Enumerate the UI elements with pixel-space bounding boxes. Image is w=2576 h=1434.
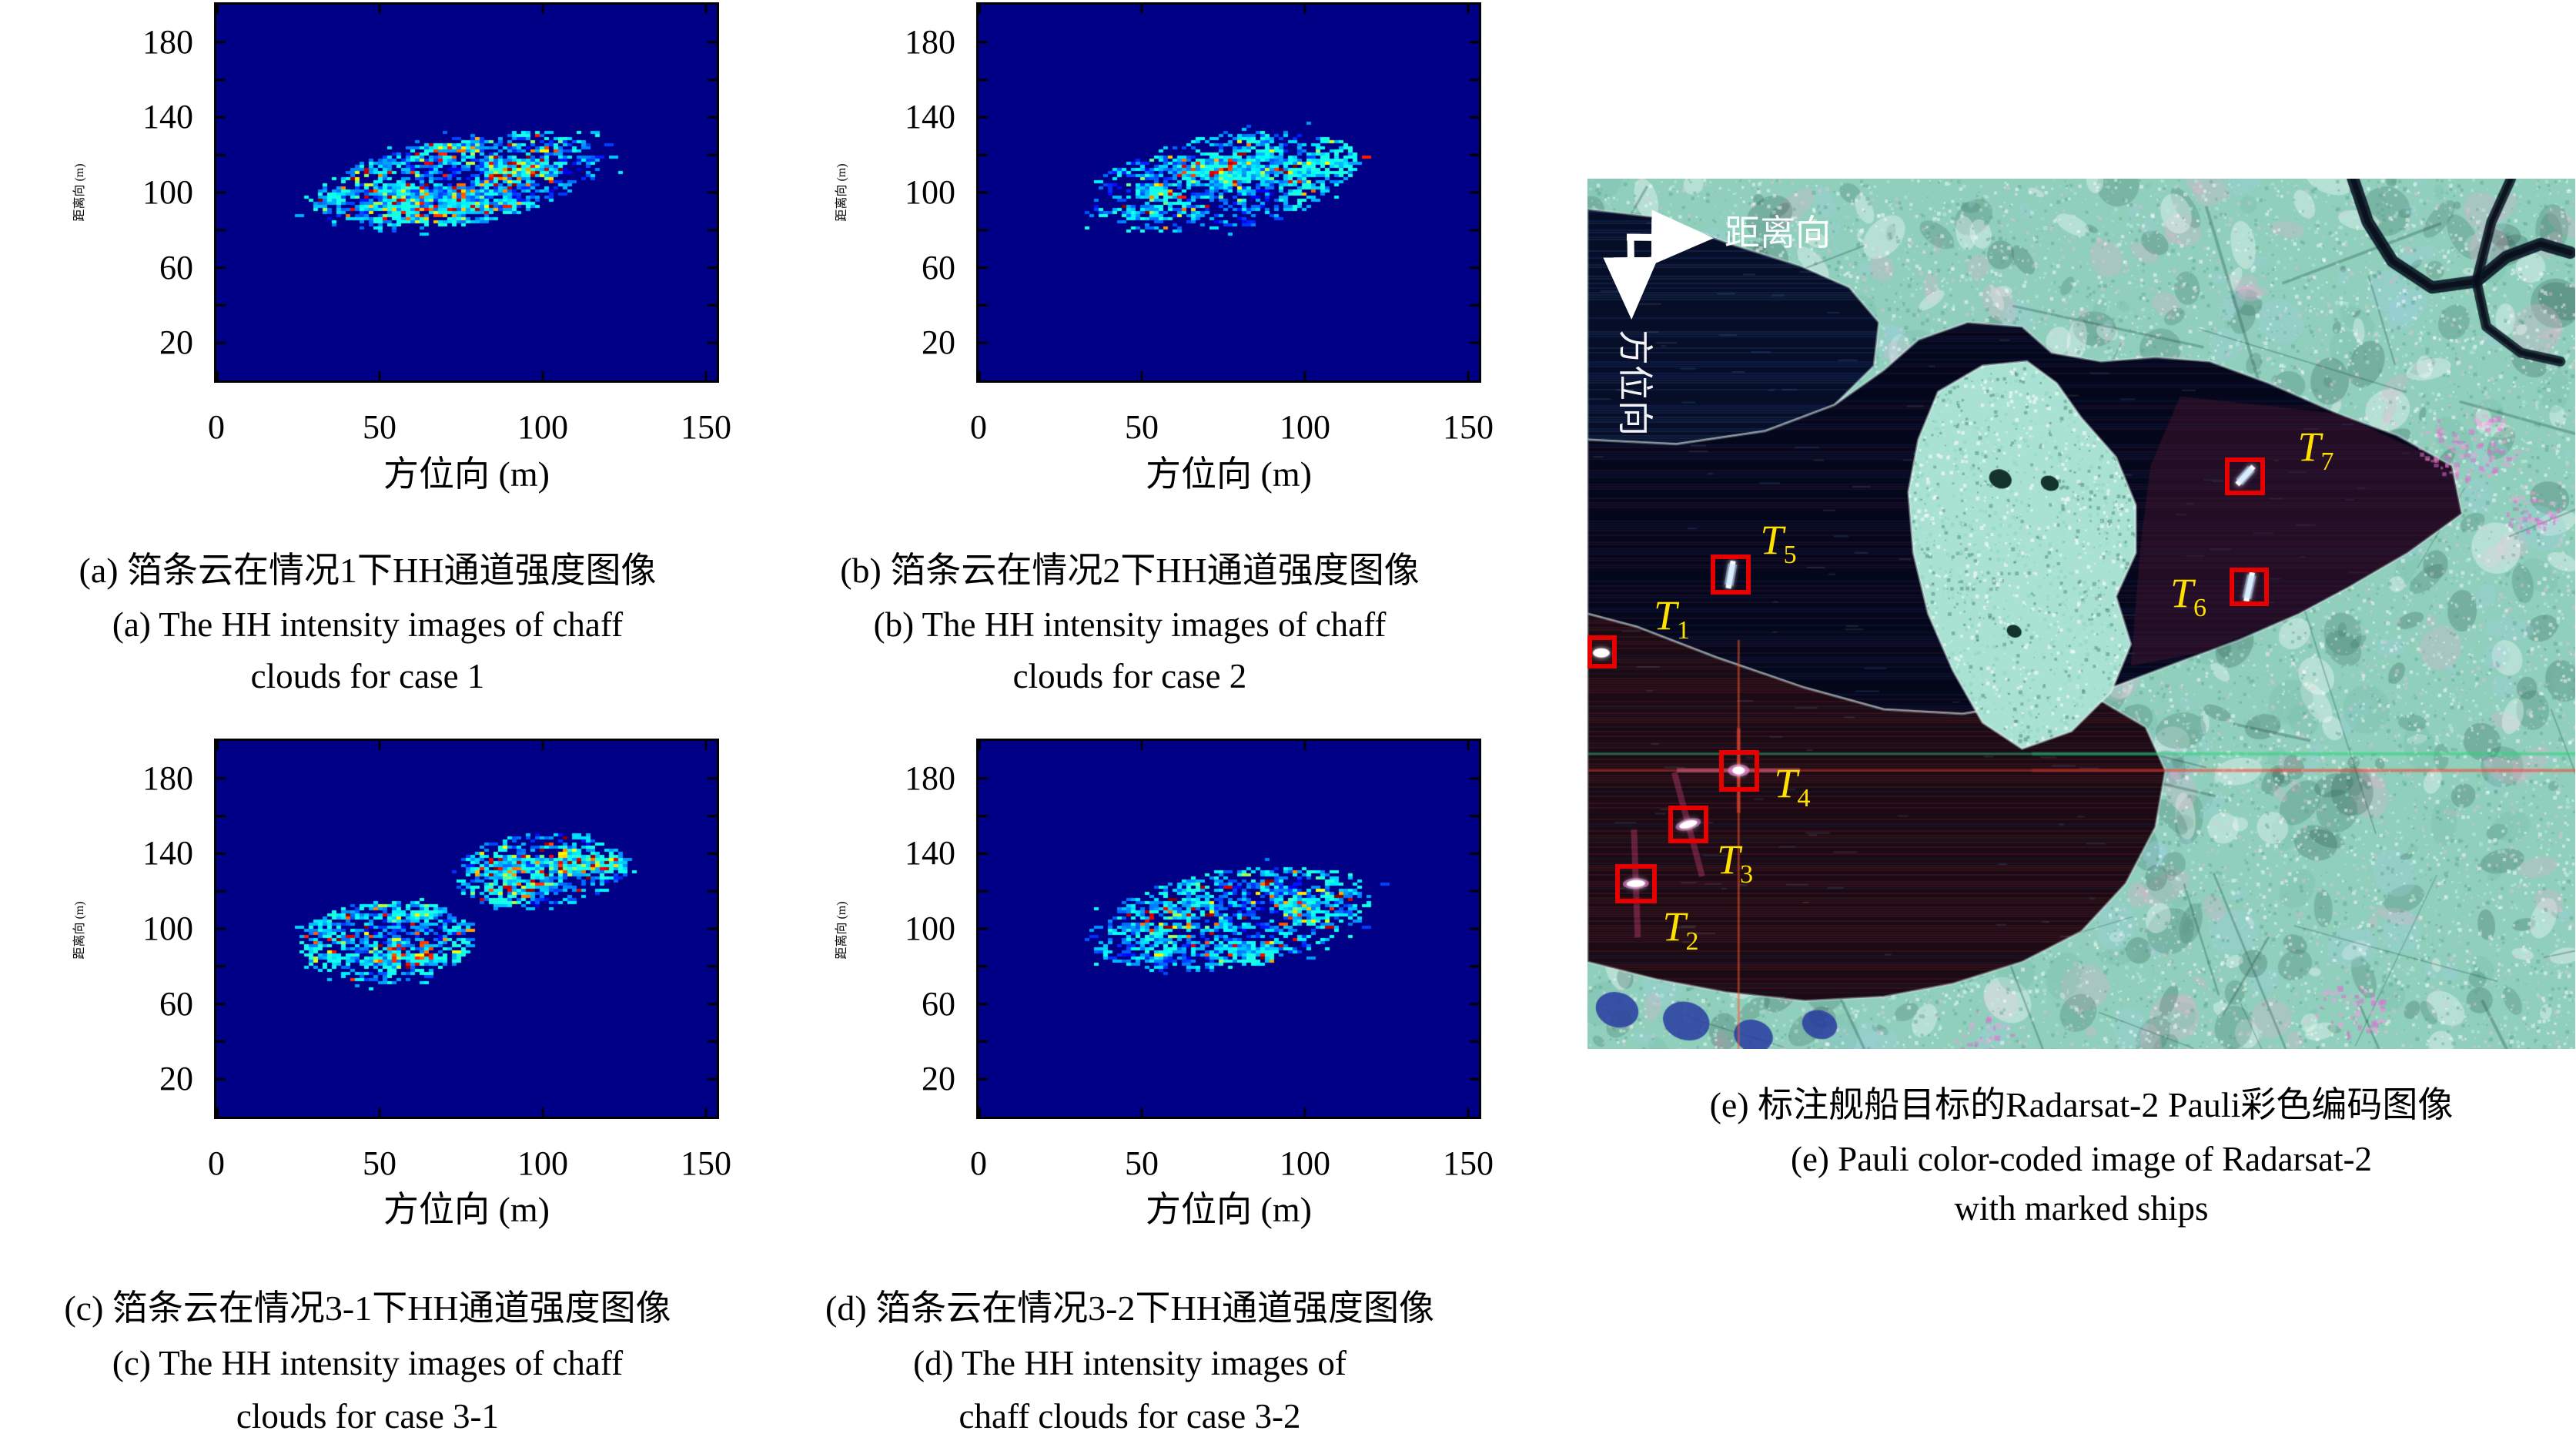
x-tick-label-b-100: 100 (1280, 408, 1330, 446)
target-label-T5: T5 (1760, 516, 1797, 569)
caption-a-en1: (a) The HH intensity images of chaff (112, 605, 624, 644)
range-direction-label: 距离向 (1725, 213, 1831, 253)
ship-markers-layer: T1 T2 T3 T4 T5 T6 T7 (1587, 179, 2575, 1049)
caption-b-en1: (b) The HH intensity images of chaff (873, 605, 1387, 644)
x-tick-label-a-0: 0 (208, 408, 225, 446)
x-tick-label-c-50: 50 (363, 1144, 396, 1182)
y-tick-label-d-60: 60 (922, 984, 955, 1023)
y-tick-label-b-140: 140 (905, 98, 955, 136)
target-box-T6 (2229, 568, 2270, 606)
target-label-T6: T6 (2170, 569, 2207, 622)
y-tick-label-b-180: 180 (905, 22, 955, 61)
caption-d-en2: chaff clouds for case 3-2 (958, 1397, 1301, 1434)
y-tick-label-d-20: 20 (922, 1060, 955, 1098)
y-tick-label-d-180: 180 (905, 759, 955, 797)
x-tick-label-d-100: 100 (1280, 1144, 1330, 1182)
caption-c-en2: clouds for case 3-1 (236, 1397, 500, 1434)
plot-frame-a (214, 2, 719, 383)
caption-a-zh: (a) 箔条云在情况1下HH通道强度图像 (79, 551, 657, 590)
x-axis-label-c: 方位向 (m) (383, 1190, 550, 1229)
x-axis-label-b: 方位向 (m) (1146, 454, 1312, 494)
y-tick-label-a-180: 180 (142, 22, 193, 61)
caption-c-zh: (c) 箔条云在情况3-1下HH通道强度图像 (64, 1288, 671, 1328)
target-label-T7: T7 (2297, 423, 2334, 476)
x-tick-label-c-150: 150 (681, 1144, 731, 1182)
x-tick-label-a-150: 150 (681, 408, 731, 446)
caption-d-zh: (d) 箔条云在情况3-2下HH通道强度图像 (825, 1288, 1434, 1328)
y-tick-label-b-20: 20 (922, 323, 955, 362)
target-box-T1 (1587, 635, 1618, 669)
y-tick-label-d-140: 140 (905, 834, 955, 873)
x-tick-label-d-0: 0 (970, 1144, 987, 1182)
target-box-T7 (2224, 457, 2266, 496)
y-tick-label-a-60: 60 (159, 248, 193, 286)
target-label-T1: T1 (1653, 592, 1690, 645)
target-label-T4: T4 (1774, 760, 1811, 813)
y-tick-label-c-20: 20 (159, 1060, 193, 1098)
x-tick-label-c-0: 0 (208, 1144, 225, 1182)
x-tick-label-c-100: 100 (517, 1144, 568, 1182)
target-box-T3 (1668, 805, 1708, 844)
plot-frame-b (976, 2, 1481, 383)
heatmap-canvas-d (979, 741, 1479, 1117)
heatmap-canvas-c (216, 741, 717, 1117)
x-tick-label-b-50: 50 (1125, 408, 1159, 446)
y-tick-label-a-140: 140 (142, 98, 193, 136)
y-tick-label-c-100: 100 (142, 910, 193, 947)
x-tick-label-a-50: 50 (363, 408, 396, 446)
x-axis-label-a: 方位向 (m) (383, 454, 550, 494)
x-tick-label-a-100: 100 (517, 408, 568, 446)
plot-frame-d (976, 739, 1481, 1119)
caption-e-en1: (e) Pauli color-coded image of Radarsat-… (1790, 1140, 2373, 1178)
caption-d-en1: (d) The HH intensity images of (913, 1344, 1347, 1382)
heatmap-canvas-a (216, 5, 717, 380)
caption-e-zh: (e) 标注舰船目标的Radarsat-2 Pauli彩色编码图像 (1709, 1085, 2454, 1124)
caption-a-en2: clouds for case 1 (250, 657, 485, 695)
plot-frame-c (214, 739, 719, 1119)
target-box-T4 (1718, 750, 1760, 792)
x-tick-label-b-150: 150 (1443, 408, 1494, 446)
target-label-T2: T2 (1662, 903, 1699, 956)
y-tick-label-a-20: 20 (159, 323, 193, 362)
sar-image-canvas (1587, 179, 2575, 1049)
direction-arrows (1603, 209, 1714, 320)
target-box-T5 (1711, 555, 1751, 595)
x-axis-label-d: 方位向 (m) (1146, 1190, 1312, 1229)
target-box-T2 (1614, 864, 1657, 904)
caption-e-en2: with marked ships (1954, 1189, 2209, 1228)
y-tick-label-c-180: 180 (142, 759, 193, 797)
x-tick-label-d-50: 50 (1125, 1144, 1159, 1182)
range-direction-arrow (1626, 209, 1714, 266)
caption-c-en1: (c) The HH intensity images of chaff (112, 1344, 624, 1382)
y-tick-label-a-100: 100 (142, 173, 193, 211)
y-tick-label-c-60: 60 (159, 984, 193, 1023)
x-tick-label-d-150: 150 (1443, 1144, 1494, 1182)
y-tick-label-c-140: 140 (142, 834, 193, 873)
caption-b-zh: (b) 箔条云在情况2下HH通道强度图像 (840, 551, 1420, 590)
y-tick-label-b-60: 60 (922, 248, 955, 286)
x-tick-label-b-0: 0 (970, 408, 987, 446)
y-tick-label-d-100: 100 (905, 910, 955, 947)
target-label-T3: T3 (1717, 836, 1754, 889)
y-tick-label-b-100: 100 (905, 173, 955, 211)
sar-image-panel: 距离向 方位向 T1 T2 T3 T4 T5 T6 T7 (1587, 179, 2575, 1049)
heatmap-canvas-b (979, 5, 1479, 380)
caption-b-en2: clouds for case 2 (1012, 657, 1247, 695)
